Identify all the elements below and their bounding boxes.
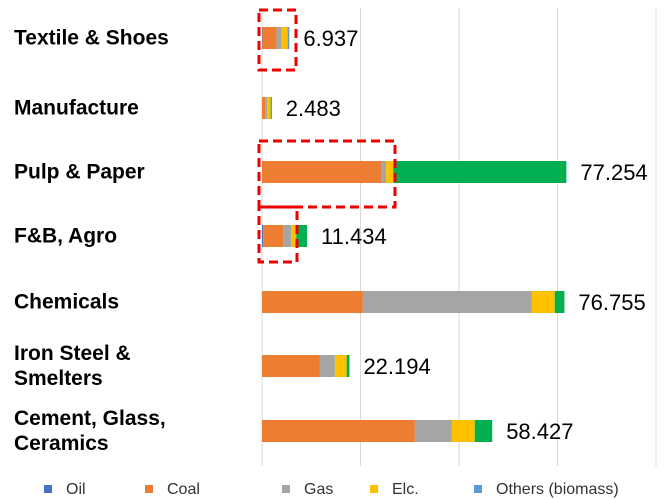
value-label: 76.755 [578, 290, 645, 315]
highlight-box [257, 139, 397, 209]
bar-segment [262, 355, 320, 377]
legend-marker [282, 485, 290, 493]
bar-segment [283, 225, 292, 247]
value-label: 58.427 [506, 419, 573, 444]
legend-marker [145, 485, 153, 493]
legend-label: Elc. [392, 481, 419, 498]
value-label: 2.483 [286, 96, 341, 121]
category-label: Manufacture [14, 96, 139, 120]
bar-segment [262, 97, 266, 119]
legend-label: Gas [304, 481, 333, 498]
bar-segment [380, 161, 387, 183]
bar-segment [281, 27, 288, 49]
bar-segment [262, 27, 277, 49]
bar-segment [474, 420, 493, 442]
legend-label: Others (biomass) [496, 481, 619, 498]
value-label: 11.434 [321, 224, 387, 249]
bar-segment [262, 161, 381, 183]
bar-segment [270, 97, 272, 119]
bar-segment [319, 355, 335, 377]
highlight-box [257, 8, 298, 72]
category-label: Cement, Glass, Ceramics [14, 407, 166, 455]
bar-segment [393, 161, 567, 183]
value-label: 77.254 [580, 160, 647, 185]
bar-segment [554, 291, 565, 313]
bar-segment [265, 97, 268, 119]
bar-segment [287, 27, 290, 49]
bar-segment [451, 420, 475, 442]
legend-marker [44, 485, 52, 493]
bar-segment [276, 27, 282, 49]
bar-segment [414, 420, 452, 442]
bar-segment [262, 420, 415, 442]
category-label: Iron Steel & Smelters [14, 342, 131, 390]
value-label: 22.194 [363, 354, 430, 379]
legend-marker [370, 485, 378, 493]
value-label: 6.937 [303, 26, 358, 51]
bar-segment [386, 161, 394, 183]
bar-segment [263, 225, 284, 247]
bar-segment [334, 355, 347, 377]
bar-segment [362, 291, 532, 313]
category-label: Textile & Shoes [14, 26, 169, 50]
bar-segment [267, 97, 271, 119]
bar-segment [262, 291, 363, 313]
bar-segment [531, 291, 555, 313]
legend-label: Coal [167, 481, 200, 498]
bar-segment [346, 355, 350, 377]
legend-label: Oil [66, 481, 86, 498]
legend-marker [474, 485, 482, 493]
category-label: F&B, Agro [14, 224, 118, 248]
bar-segment [262, 225, 264, 247]
bar-segment [291, 225, 297, 247]
category-label: Chemicals [14, 290, 120, 314]
highlight-box [257, 205, 299, 264]
category-label: Pulp & Paper [14, 160, 145, 184]
bar-segment [296, 225, 308, 247]
